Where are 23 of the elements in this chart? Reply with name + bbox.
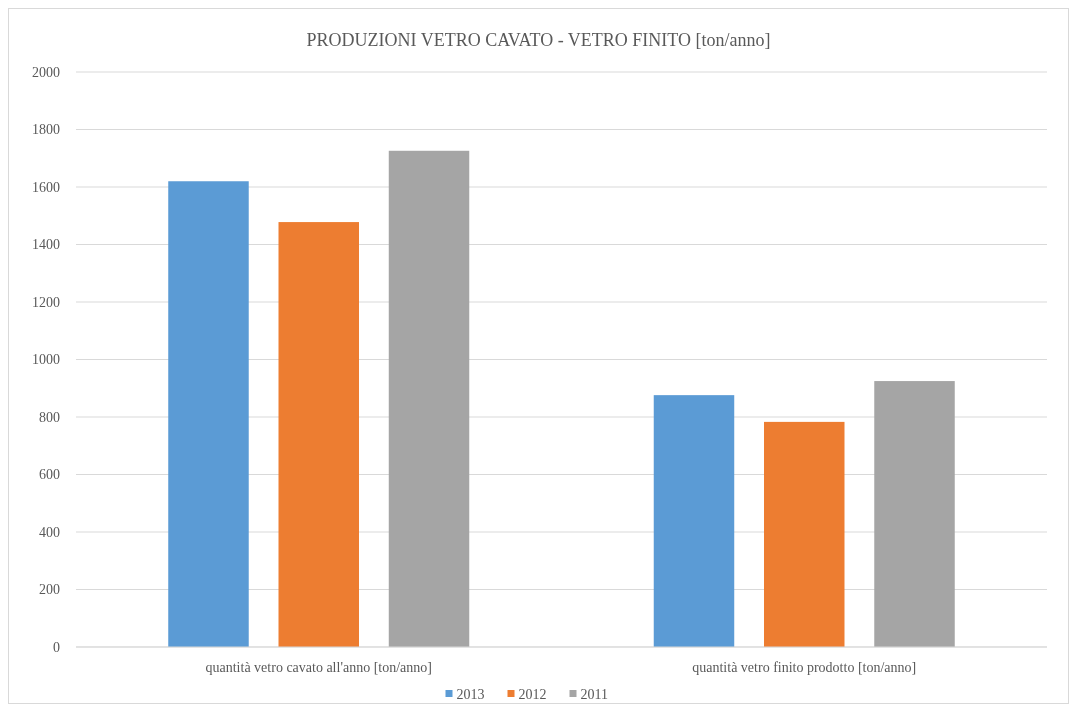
legend-label: 2012 (518, 686, 547, 702)
y-tick-label: 400 (39, 524, 60, 540)
y-tick-label: 600 (39, 467, 60, 483)
bar (278, 222, 359, 647)
chart-title: PRODUZIONI VETRO CAVATO - VETRO FINITO [ton/anno] (306, 30, 771, 50)
bar (388, 150, 470, 647)
bar (764, 421, 845, 647)
x-tick-label: quantità vetro finito prodotto [ton/anno] (692, 660, 917, 675)
bar (653, 395, 735, 647)
y-tick-label: 2000 (32, 64, 60, 80)
legend-label: 2013 (456, 686, 485, 702)
y-tick-label: 0 (53, 639, 60, 655)
y-tick-label: 1600 (32, 179, 60, 195)
bar (168, 181, 249, 647)
x-tick-label: quantità vetro cavato all'anno [ton/anno] (205, 660, 432, 675)
y-tick-label: 200 (39, 582, 60, 598)
y-tick-label: 1400 (32, 237, 60, 253)
y-tick-label: 1000 (32, 352, 60, 368)
y-tick-label: 1200 (32, 294, 60, 310)
y-tick-label: 800 (39, 409, 60, 425)
bar (874, 381, 955, 647)
legend-label: 2011 (580, 686, 608, 702)
y-tick-label: 1800 (32, 122, 60, 138)
